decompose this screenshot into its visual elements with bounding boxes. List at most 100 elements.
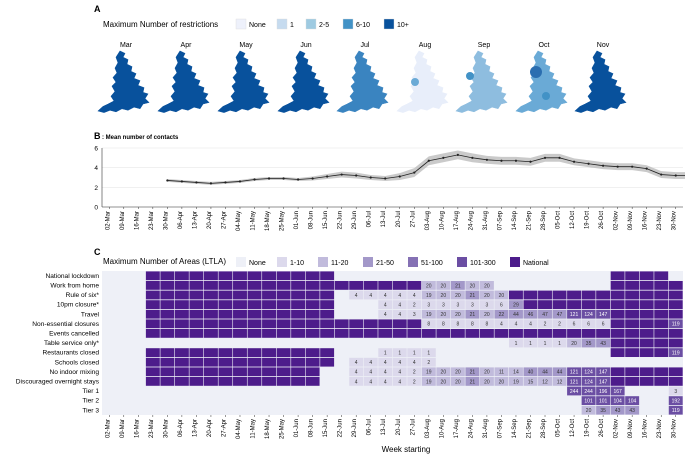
- heatmap-xtick-33: 19-Oct: [585, 419, 591, 437]
- heatmap-cell-12-24: [450, 386, 465, 396]
- heatmap-cell-14-33: [581, 405, 596, 415]
- map-may: [217, 50, 270, 113]
- contacts-point-25: [529, 160, 532, 163]
- heatmap-cell-9-17: [349, 357, 364, 367]
- plot-b-xtick-36: 09-Nov: [628, 211, 634, 230]
- heatmap-cell-6-29: [523, 329, 538, 338]
- heatmap-cell-value-11-30: 12: [542, 379, 548, 385]
- heatmap-cell-10-29: [523, 367, 538, 377]
- heatmap-cell-9-0: [102, 357, 117, 367]
- plot-b-xtick-27: 07-Sep: [497, 210, 503, 230]
- legend-c-swatch-4: [408, 257, 418, 267]
- heatmap-row-label-6: Events cancelled: [49, 331, 99, 338]
- heatmap-cell-8-36: [625, 348, 640, 357]
- heatmap-cell-value-4-21: 3: [413, 312, 416, 318]
- heatmap-cell-0-34: [596, 271, 611, 281]
- heatmap-cell-12-39: [668, 386, 683, 396]
- heatmap-cell-3-11: [262, 300, 276, 309]
- heatmap-cell-4-4: [160, 309, 175, 319]
- heatmap-cell-13-25: [465, 396, 480, 405]
- heatmap-cell-11-3: [145, 377, 160, 386]
- heatmap-cell-1-14: [305, 281, 320, 290]
- heatmap-cell-0-17: [349, 271, 364, 281]
- heatmap-cell-1-17: [349, 281, 364, 290]
- heatmap-cell-8-25: [465, 348, 480, 357]
- heatmap-cell-10-31: [552, 367, 567, 377]
- contacts-point-15: [384, 177, 387, 180]
- heatmap-cell-value-4-25: 21: [470, 312, 476, 318]
- heatmap-cell-6-34: [596, 329, 611, 338]
- heatmap-cell-value-4-24: 20: [455, 312, 461, 318]
- heatmap-cell-5-36: [625, 319, 640, 329]
- heatmap-cell-7-27: [494, 338, 509, 348]
- heatmap-cell-1-7: [203, 281, 218, 290]
- heatmap-cell-value-8-22: 1: [427, 351, 430, 357]
- england-map-shape-4: [336, 50, 389, 113]
- heatmap-cell-10-2: [131, 367, 146, 377]
- heatmap-cell-5-16: [334, 319, 349, 329]
- heatmap-cell-value-2-18: 4: [369, 293, 372, 299]
- map-month-label-0: Mar: [120, 42, 133, 49]
- map-region-spot-0: [411, 78, 419, 86]
- heatmap-cell-10-22: [421, 367, 436, 377]
- plot-b-xtick-11: 18-May: [265, 211, 271, 231]
- heatmap-cell-7-34: [596, 338, 611, 348]
- heatmap-xtick-13: 01-Jun: [294, 419, 300, 437]
- heatmap-cell-9-35: [610, 357, 625, 367]
- heatmap-cell-value-4-23: 20: [441, 312, 447, 318]
- heatmap-cell-9-11: [262, 357, 276, 367]
- plot-b-ytick-2: 4: [94, 165, 98, 172]
- heatmap-cell-value-10-23: 20: [441, 370, 447, 376]
- heatmap-cell-14-34: [596, 405, 611, 415]
- heatmap-cell-12-3: [145, 386, 160, 396]
- heatmap-cell-8-6: [189, 348, 204, 357]
- heatmap-cell-2-24: [450, 290, 465, 300]
- heatmap-cell-value-3-19: 4: [384, 303, 387, 309]
- heatmap-cell-13-13: [291, 396, 306, 405]
- heatmap-cell-4-19: [378, 309, 393, 319]
- heatmap-xtick-11: 18-May: [265, 419, 271, 439]
- heatmap-cell-6-6: [189, 329, 204, 338]
- contacts-point-13: [355, 174, 358, 177]
- heatmap-cell-5-4: [160, 319, 175, 329]
- heatmap-cell-14-1: [116, 405, 131, 415]
- legend-c-swatch-5: [457, 257, 467, 267]
- heatmap-cell-12-10: [247, 386, 262, 396]
- heatmap-cell-5-34: [596, 319, 611, 329]
- heatmap-cell-13-4: [160, 396, 175, 405]
- heatmap-cell-7-35: [610, 338, 625, 348]
- heatmap-xtick-18: 06-Jul: [367, 419, 373, 435]
- heatmap-cell-2-19: [378, 290, 393, 300]
- contacts-point-26: [543, 156, 547, 159]
- heatmap-cell-2-9: [233, 290, 247, 300]
- heatmap-cell-3-0: [102, 300, 117, 309]
- plot-b-xtick-17: 29-Jun: [352, 211, 358, 229]
- heatmap-cell-8-11: [262, 348, 276, 357]
- heatmap-cell-6-5: [174, 329, 189, 338]
- heatmap-row-label-7: Table service only*: [44, 340, 99, 347]
- heatmap-cell-4-15: [320, 309, 335, 319]
- heatmap-cell-4-21: [407, 309, 422, 319]
- heatmap-xtick-5: 06-Apr: [178, 419, 184, 437]
- heatmap-cell-8-29: [523, 348, 538, 357]
- heatmap-cell-value-10-19: 4: [384, 370, 387, 376]
- heatmap-cell-value-7-34: 43: [600, 341, 606, 347]
- heatmap-cell-11-32: [567, 377, 582, 386]
- heatmap-cell-2-39: [668, 290, 683, 300]
- map-sep: [455, 50, 508, 113]
- heatmap-cell-value-5-32: 6: [573, 322, 576, 328]
- heatmap-cell-14-10: [247, 405, 262, 415]
- heatmap-cell-7-19: [378, 338, 393, 348]
- heatmap-cell-7-2: [131, 338, 146, 348]
- heatmap-cell-10-35: [610, 367, 625, 377]
- heatmap-cell-6-22: [421, 329, 436, 338]
- heatmap-cell-2-23: [436, 290, 451, 300]
- heatmap-cell-2-20: [392, 290, 407, 300]
- heatmap-cell-14-30: [538, 405, 552, 415]
- heatmap-cell-11-14: [305, 377, 320, 386]
- heatmap-cell-14-23: [436, 405, 451, 415]
- heatmap-cell-13-26: [479, 396, 494, 405]
- heatmap-cell-9-34: [596, 357, 611, 367]
- heatmap-cell-5-39: [668, 319, 683, 329]
- heatmap-cell-value-8-20: 1: [398, 351, 401, 357]
